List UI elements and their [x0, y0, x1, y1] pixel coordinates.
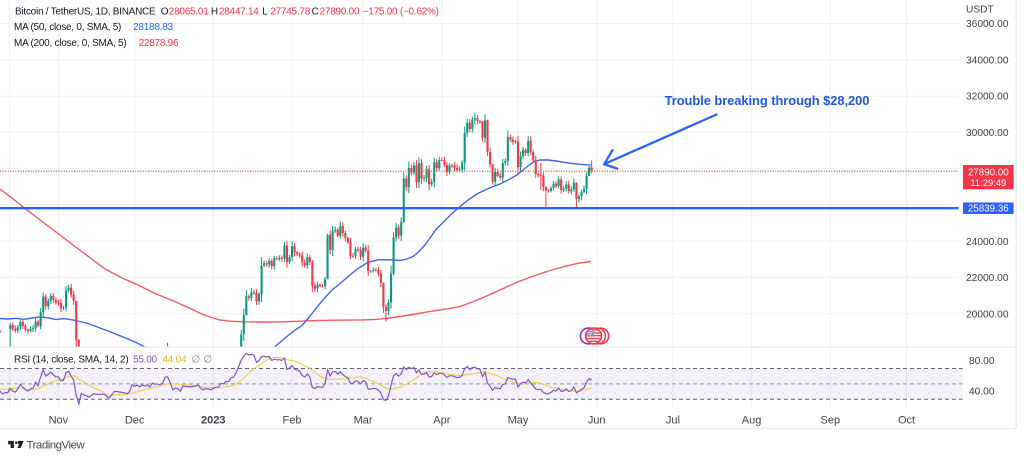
svg-text:28188.83: 28188.83 — [133, 22, 173, 33]
svg-text:Jun: Jun — [588, 415, 606, 427]
svg-text:27890.00: 27890.00 — [320, 7, 360, 18]
svg-text:28447.14: 28447.14 — [219, 7, 259, 18]
svg-text:22878.96: 22878.96 — [139, 38, 179, 49]
svg-text:O: O — [161, 7, 169, 18]
svg-text:May: May — [508, 415, 529, 427]
svg-text:11:29:49: 11:29:49 — [970, 177, 1006, 188]
svg-text:Bitcoin / TetherUS, 1D, BINANC: Bitcoin / TetherUS, 1D, BINANCE — [15, 7, 156, 18]
svg-text:Dec: Dec — [125, 415, 145, 427]
svg-text:Oct: Oct — [898, 415, 915, 427]
svg-text:30000.00: 30000.00 — [966, 128, 1009, 139]
svg-text:44.04: 44.04 — [163, 354, 187, 365]
svg-text:34000.00: 34000.00 — [966, 55, 1009, 66]
svg-text:Sep: Sep — [821, 415, 841, 427]
svg-text:27745.78: 27745.78 — [270, 7, 310, 18]
svg-text:TradingView: TradingView — [27, 440, 86, 452]
svg-text:27890.00: 27890.00 — [968, 167, 1009, 178]
svg-text:∅: ∅ — [204, 354, 212, 365]
svg-text:55.00: 55.00 — [133, 354, 157, 365]
svg-text:USDT: USDT — [966, 5, 994, 16]
svg-text:Trouble breaking through $28,2: Trouble breaking through $28,200 — [665, 93, 870, 108]
svg-text:24000.00: 24000.00 — [966, 237, 1009, 248]
svg-text:Feb: Feb — [283, 415, 302, 427]
svg-text:20000.00: 20000.00 — [966, 309, 1009, 320]
svg-text:MA (200, close, 0, SMA, 5): MA (200, close, 0, SMA, 5) — [14, 38, 126, 49]
svg-text:L: L — [262, 7, 268, 18]
svg-text:Jul: Jul — [666, 415, 680, 427]
svg-text:Nov: Nov — [49, 415, 69, 427]
svg-text:22000.00: 22000.00 — [966, 273, 1009, 284]
svg-text:80.00: 80.00 — [969, 356, 995, 367]
svg-text:−175.00 (−0.62%): −175.00 (−0.62%) — [363, 7, 439, 18]
svg-text:36000.00: 36000.00 — [966, 19, 1009, 30]
svg-text:32000.00: 32000.00 — [966, 92, 1009, 103]
svg-text:RSI (14, close, SMA, 14, 2): RSI (14, close, SMA, 14, 2) — [14, 354, 128, 365]
svg-text:Mar: Mar — [354, 415, 373, 427]
svg-text:C: C — [312, 7, 319, 18]
svg-text:∅: ∅ — [192, 354, 200, 365]
svg-text:MA (50, close, 0, SMA, 5): MA (50, close, 0, SMA, 5) — [14, 22, 121, 33]
svg-text:25839.36: 25839.36 — [968, 204, 1009, 215]
svg-text:Aug: Aug — [742, 415, 762, 427]
svg-text:Apr: Apr — [433, 415, 450, 427]
svg-text:H: H — [211, 7, 218, 18]
svg-text:40.00: 40.00 — [969, 386, 995, 397]
svg-text:28065.01: 28065.01 — [169, 7, 209, 18]
svg-text:2023: 2023 — [201, 415, 225, 427]
